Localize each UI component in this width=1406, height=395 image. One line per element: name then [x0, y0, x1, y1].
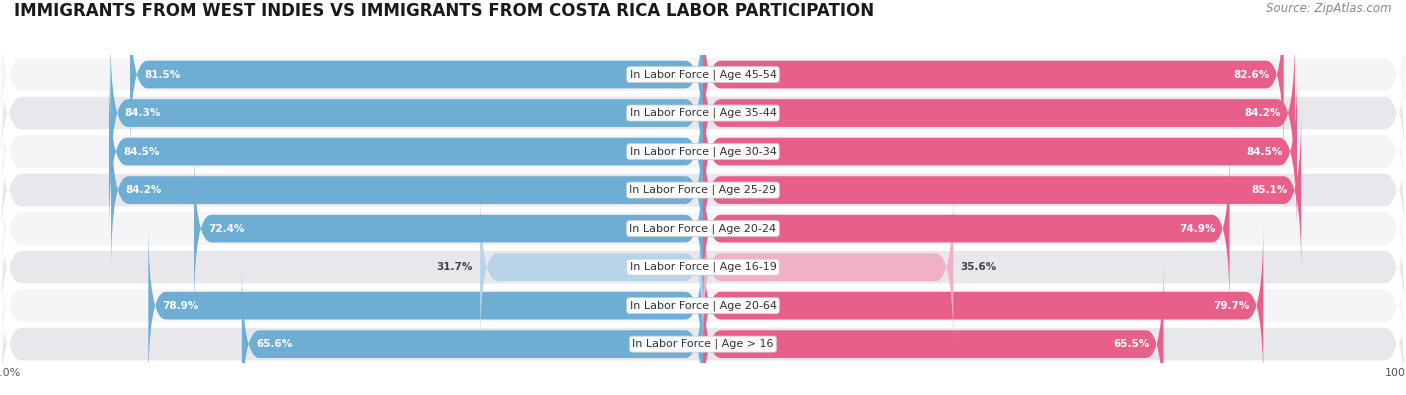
- Text: In Labor Force | Age 20-24: In Labor Force | Age 20-24: [630, 223, 776, 234]
- Text: 79.7%: 79.7%: [1213, 301, 1250, 310]
- Text: 78.9%: 78.9%: [162, 301, 198, 310]
- Text: 35.6%: 35.6%: [960, 262, 997, 272]
- Text: IMMIGRANTS FROM WEST INDIES VS IMMIGRANTS FROM COSTA RICA LABOR PARTICIPATION: IMMIGRANTS FROM WEST INDIES VS IMMIGRANT…: [14, 2, 875, 20]
- FancyBboxPatch shape: [0, 207, 1406, 395]
- FancyBboxPatch shape: [0, 92, 1406, 288]
- FancyBboxPatch shape: [0, 246, 1406, 395]
- FancyBboxPatch shape: [0, 53, 1406, 250]
- Text: 31.7%: 31.7%: [437, 262, 472, 272]
- Text: In Labor Force | Age 35-44: In Labor Force | Age 35-44: [630, 108, 776, 118]
- FancyBboxPatch shape: [242, 262, 703, 395]
- FancyBboxPatch shape: [0, 169, 1406, 365]
- Text: In Labor Force | Age > 16: In Labor Force | Age > 16: [633, 339, 773, 350]
- FancyBboxPatch shape: [0, 15, 1406, 211]
- Text: 74.9%: 74.9%: [1180, 224, 1215, 233]
- FancyBboxPatch shape: [703, 31, 1295, 196]
- FancyBboxPatch shape: [194, 146, 703, 311]
- FancyBboxPatch shape: [148, 223, 703, 388]
- FancyBboxPatch shape: [703, 146, 1229, 311]
- FancyBboxPatch shape: [110, 31, 703, 196]
- FancyBboxPatch shape: [703, 69, 1296, 234]
- Text: 82.6%: 82.6%: [1233, 70, 1270, 79]
- Text: In Labor Force | Age 20-64: In Labor Force | Age 20-64: [630, 300, 776, 311]
- FancyBboxPatch shape: [129, 0, 703, 157]
- FancyBboxPatch shape: [110, 69, 703, 234]
- Text: Source: ZipAtlas.com: Source: ZipAtlas.com: [1267, 2, 1392, 15]
- FancyBboxPatch shape: [703, 108, 1302, 273]
- FancyBboxPatch shape: [111, 108, 703, 273]
- Text: 72.4%: 72.4%: [208, 224, 245, 233]
- FancyBboxPatch shape: [481, 185, 703, 350]
- Text: In Labor Force | Age 25-29: In Labor Force | Age 25-29: [630, 185, 776, 196]
- Text: 84.3%: 84.3%: [125, 108, 160, 118]
- Text: In Labor Force | Age 45-54: In Labor Force | Age 45-54: [630, 69, 776, 80]
- Text: 84.2%: 84.2%: [1244, 108, 1281, 118]
- Text: 84.5%: 84.5%: [124, 147, 159, 156]
- Text: 84.2%: 84.2%: [125, 185, 162, 195]
- Text: In Labor Force | Age 16-19: In Labor Force | Age 16-19: [630, 262, 776, 273]
- Text: 81.5%: 81.5%: [145, 70, 180, 79]
- FancyBboxPatch shape: [703, 185, 953, 350]
- FancyBboxPatch shape: [703, 223, 1264, 388]
- FancyBboxPatch shape: [0, 130, 1406, 327]
- Text: 65.6%: 65.6%: [256, 339, 292, 349]
- Text: 65.5%: 65.5%: [1114, 339, 1150, 349]
- Text: 84.5%: 84.5%: [1247, 147, 1282, 156]
- FancyBboxPatch shape: [703, 0, 1284, 157]
- Text: In Labor Force | Age 30-34: In Labor Force | Age 30-34: [630, 146, 776, 157]
- FancyBboxPatch shape: [0, 0, 1406, 173]
- Text: 85.1%: 85.1%: [1251, 185, 1288, 195]
- FancyBboxPatch shape: [703, 262, 1164, 395]
